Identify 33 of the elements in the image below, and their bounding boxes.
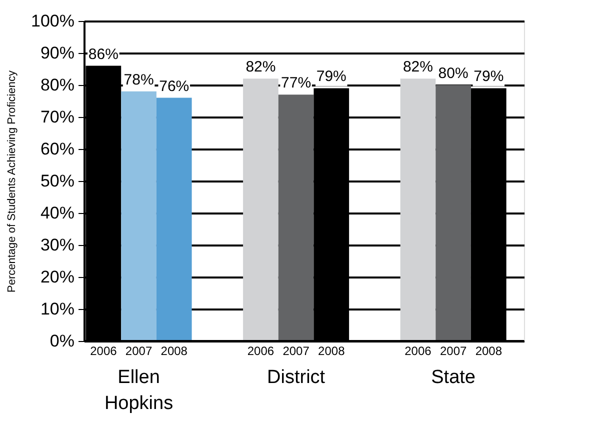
text: Ellen Hopkins [104,367,174,414]
data-label: 76% [159,78,190,95]
x-tick-label: 2007 [440,344,467,358]
x-tick-label: 2008 [160,344,188,358]
x-tick-label: 2008 [475,344,502,358]
y-tick-label: 20% [40,268,74,286]
text: District [267,367,326,388]
data-label: 82% [246,58,276,76]
data-label: 77% [281,74,312,92]
x-tick-label: 2008 [318,344,346,358]
y-tick-label: 10% [40,300,74,318]
data-label: 79% [316,68,346,86]
y-tick-label: 70% [40,108,74,126]
y-tick-label: 80% [40,76,74,94]
y-axis-title: Percentage of Students Achieving Proficiency [6,70,18,292]
y-tick-label: 40% [40,204,74,222]
y-tick-label: 90% [40,44,74,62]
data-label: 80% [438,65,468,82]
data-label: 78% [124,71,154,88]
y-tick-label: 0% [50,332,74,350]
y-tick-label: 50% [40,172,74,190]
data-label: 79% [474,68,504,86]
y-tick-label: 60% [40,140,74,158]
x-tick-label: 2006 [247,344,274,358]
data-label: 86% [88,46,118,63]
x-tick-label: 2006 [90,344,118,358]
y-tick-label: 30% [40,236,74,254]
x-tick-label: 2007 [282,344,310,358]
data-label: 82% [402,58,433,76]
x-tick-label: 2007 [125,344,152,358]
y-tick-label: 100% [31,12,74,30]
text: State [431,367,476,388]
x-tick-label: 2006 [404,344,432,358]
